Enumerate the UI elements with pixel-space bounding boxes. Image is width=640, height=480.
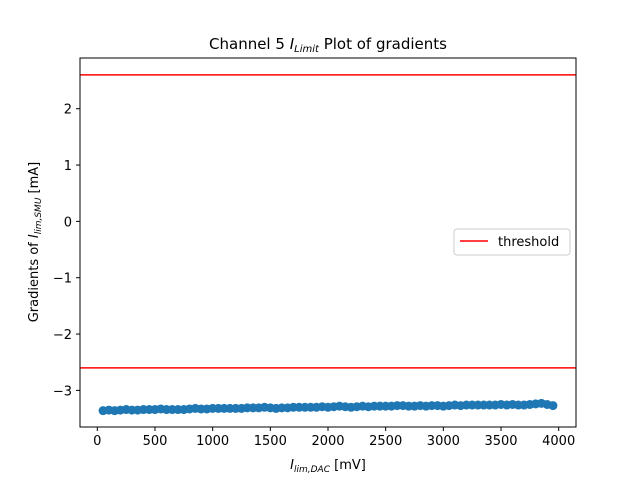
y-tick-label: −3: [53, 384, 72, 399]
x-tick-label: 4000: [542, 434, 575, 449]
y-tick-label: 2: [64, 103, 72, 118]
y-tick-label: −1: [53, 272, 72, 287]
x-tick-label: 1500: [254, 434, 287, 449]
x-tick-label: 3000: [427, 434, 460, 449]
chart-title: Channel 5 ILimit Plot of gradients: [209, 35, 447, 55]
x-tick-label: 3500: [484, 434, 517, 449]
legend-threshold-label: threshold: [498, 235, 559, 250]
data-point: [548, 401, 558, 411]
data-points: [98, 398, 558, 416]
x-tick-label: 0: [93, 434, 101, 449]
x-tick-label: 1000: [196, 434, 229, 449]
y-tick-label: 0: [64, 215, 72, 230]
y-axis-ticks: 2 1 0 −1 −2 −3: [53, 103, 80, 399]
x-tick-label: 2000: [311, 434, 344, 449]
x-tick-label: 500: [143, 434, 168, 449]
y-tick-label: 1: [64, 159, 72, 174]
x-tick-label: 2500: [369, 434, 402, 449]
legend-box: [453, 228, 571, 256]
x-axis-title: Ilim,DAC [mV]: [290, 458, 366, 475]
legend: threshold: [453, 228, 571, 256]
axes-frame: [79, 57, 577, 428]
threshold-lines: [80, 74, 576, 369]
y-tick-label: −2: [53, 328, 72, 343]
y-axis-title: Gradients of Ilim,SMU [mA]: [27, 162, 44, 323]
x-axis-ticks: 0 500 1000 1500 2000 2500 3000 3500 4000: [93, 427, 575, 449]
